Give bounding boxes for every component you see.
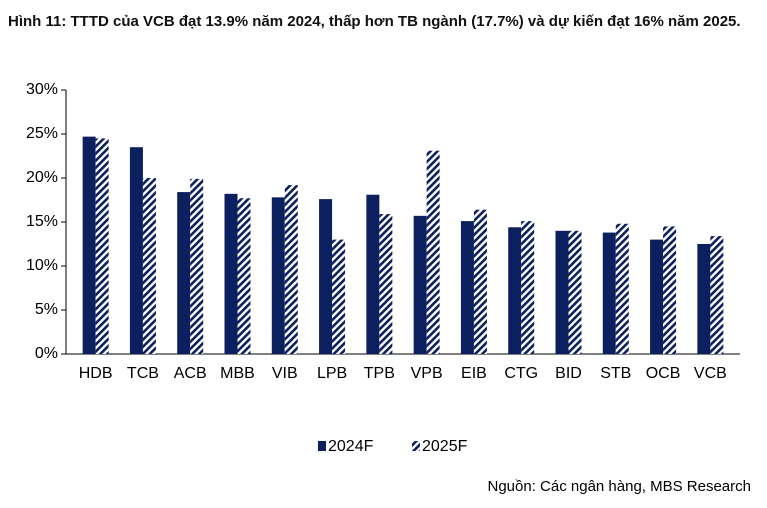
bar [379,214,393,354]
bar [177,192,191,354]
bar [142,178,156,354]
source-note: Nguồn: Các ngân hàng, MBS Research [487,478,752,495]
bar [426,150,440,354]
y-tick-label: 15% [26,213,58,230]
legend-label: 2025F [422,438,468,455]
x-tick-label: CTG [504,365,538,382]
x-tick-label: TPB [364,365,395,382]
bar [508,227,522,354]
x-tick-label: VPB [411,365,443,382]
bar [663,226,677,354]
y-tick-label: 30% [26,81,58,98]
legend-swatch [412,441,420,451]
y-tick-label: 0% [35,345,58,362]
legend-swatch [318,441,326,451]
x-tick-label: VIB [272,365,298,382]
bar [284,185,298,354]
bar [615,223,629,354]
bar [332,239,346,354]
bar [521,221,535,354]
bar [555,230,569,354]
legend-label: 2024F [328,438,374,455]
y-tick-label: 10% [26,257,58,274]
bar [697,244,711,354]
y-tick-label: 5% [35,301,58,318]
bar [473,209,487,354]
bar [460,221,474,354]
x-tick-label: BID [555,365,582,382]
x-tick-label: EIB [461,365,487,382]
bar [413,215,427,354]
bar [82,136,96,354]
x-tick-label: HDB [79,365,113,382]
y-tick-label: 20% [26,169,58,186]
bar [95,138,109,354]
x-tick-label: OCB [646,365,681,382]
bar [319,199,333,354]
chart-title: Hình 11: TTTD của VCB đạt 13.9% năm 2024… [8,13,741,30]
x-tick-label: MBB [220,365,255,382]
bar [602,232,616,354]
y-tick-label: 25% [26,125,58,142]
x-tick-label: VCB [694,365,727,382]
x-tick-label: TCB [127,365,159,382]
bar [129,147,143,354]
bar [366,194,380,354]
bar [650,239,664,354]
x-tick-label: STB [600,365,631,382]
bar [237,198,251,354]
x-tick-label: LPB [317,365,347,382]
bar [271,197,285,354]
bar [190,178,204,354]
x-tick-label: ACB [174,365,207,382]
bar [568,230,582,354]
bar [224,193,238,354]
bar [710,236,724,354]
